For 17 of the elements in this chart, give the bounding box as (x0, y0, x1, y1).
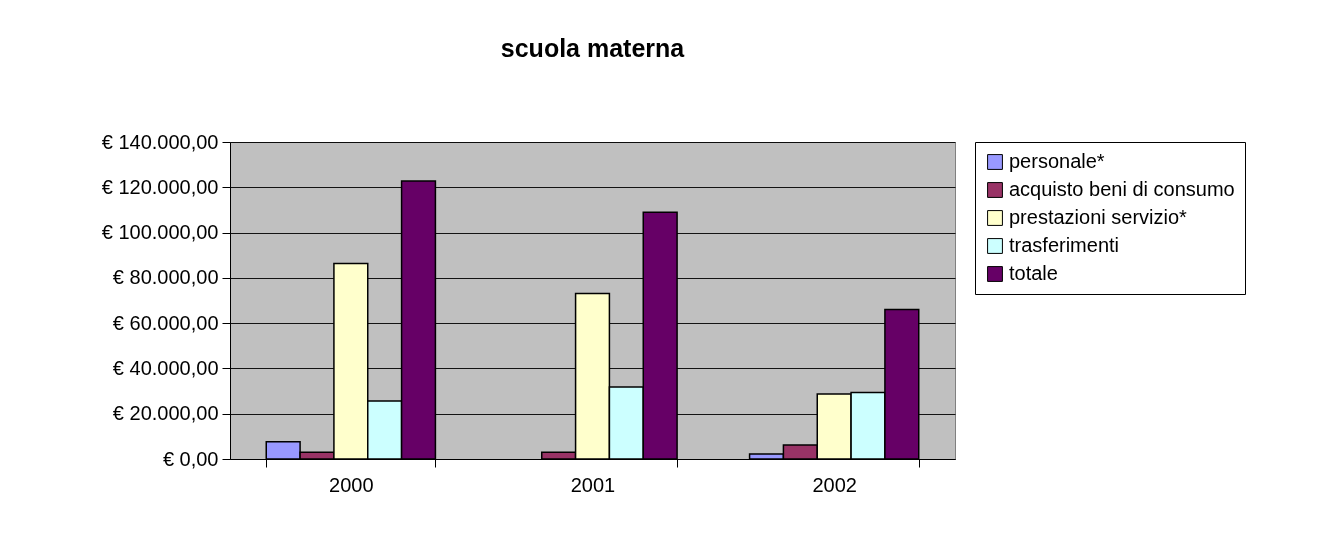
y-tick-label: € 120.000,00 (101, 175, 219, 198)
legend-label: prestazioni servizio* (1009, 206, 1188, 228)
y-tick-label: € 60.000,00 (112, 311, 219, 334)
y-tick-label: € 20.000,00 (112, 402, 219, 425)
legend-label: acquisto beni di consumo (1009, 178, 1235, 200)
legend-label: trasferimenti (1009, 234, 1120, 256)
y-tick-label: € 40.000,00 (112, 356, 219, 379)
y-tick-label: € 0,00 (162, 447, 219, 470)
y-tick-label: € 100.000,00 (101, 221, 219, 244)
x-tick-label: 2002 (812, 473, 857, 496)
x-tick-label: 2001 (570, 473, 616, 496)
legend-label: totale (1009, 262, 1058, 284)
legend-label: personale* (1009, 150, 1105, 172)
y-tick-label: € 80.000,00 (112, 266, 219, 289)
chart-title: scuola materna (500, 34, 686, 62)
y-tick-label: € 140.000,00 (101, 130, 219, 153)
x-tick-label: 2000 (329, 473, 374, 496)
